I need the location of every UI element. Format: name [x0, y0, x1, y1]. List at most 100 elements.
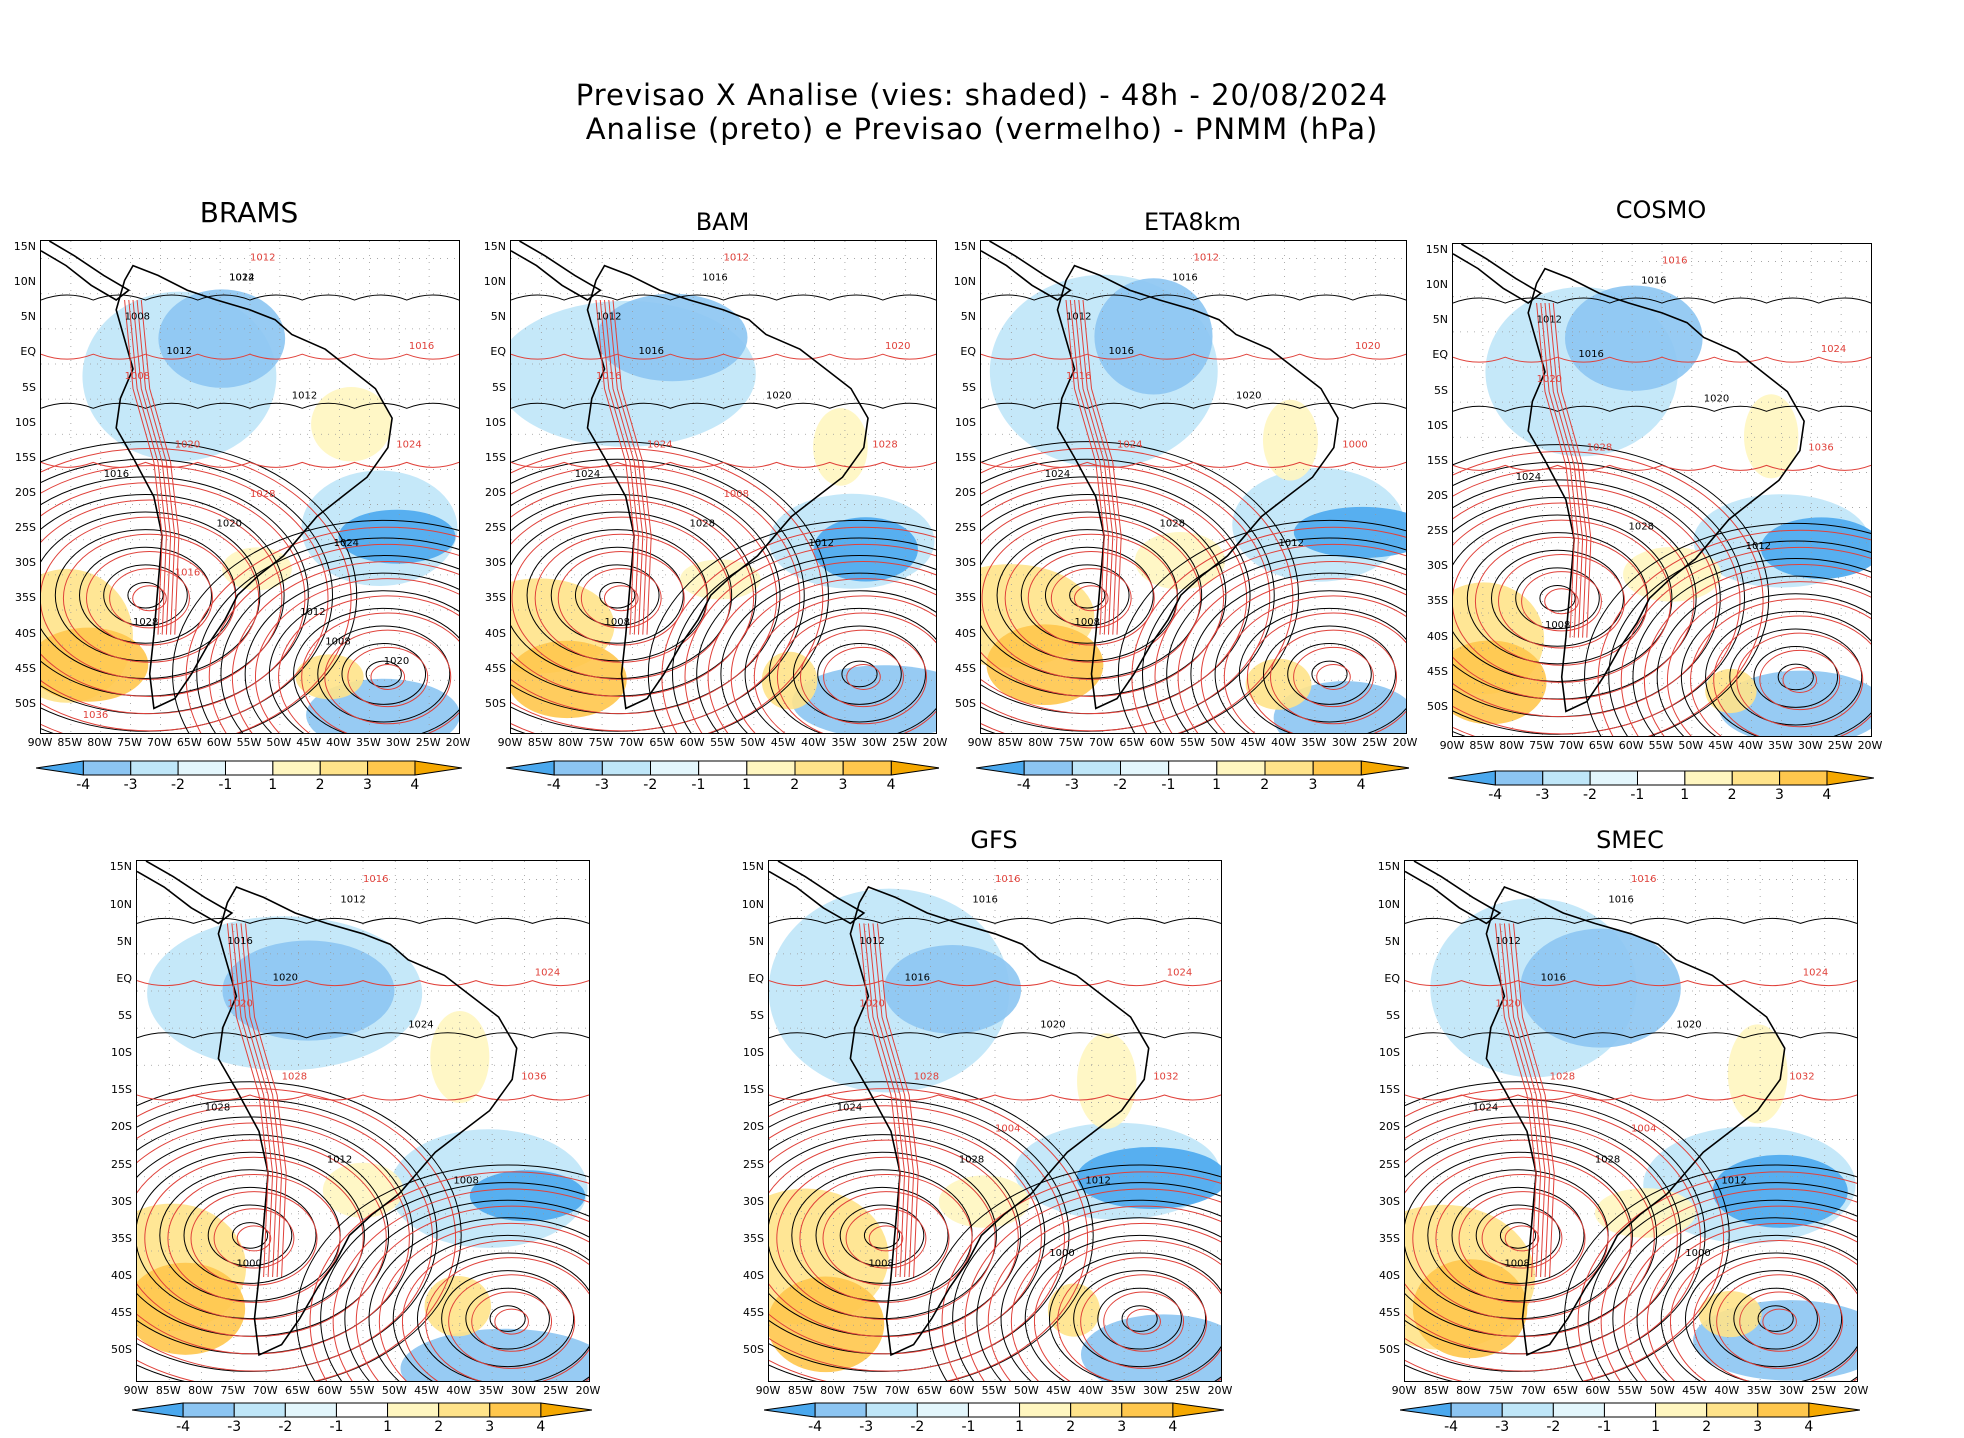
analysis-contour-label: 1020 [273, 973, 298, 984]
colorbar-swatch [387, 1402, 440, 1418]
analysis-isobar [976, 1199, 1221, 1381]
forecast-isobar [580, 568, 662, 629]
lat-tick-label: 45S [485, 661, 506, 675]
colorbar-swatch [1172, 1402, 1225, 1418]
colorbar-swatch [865, 1402, 918, 1418]
forecast-contour-label: 1024 [1821, 344, 1846, 355]
forecast-isobar [981, 353, 1406, 360]
lon-tick-label: 85W [787, 1384, 813, 1397]
lon-tick-label: 35W [1767, 739, 1793, 752]
forecast-isobar [109, 568, 190, 629]
forecast-isobar [1762, 1308, 1797, 1335]
lon-tick-label: 70W [1558, 739, 1584, 752]
colorbar-tick-label: 4 [536, 1419, 546, 1435]
colorbar-swatch [1019, 1402, 1072, 1418]
colorbar-tick-label: -3 [123, 777, 138, 793]
analysis-contour-label: 1012 [229, 272, 254, 283]
map-plot: 1012 1008 1012 1012 1016 1020 1024 1028 1012 1008… [40, 240, 460, 734]
forecast-isobar [132, 299, 172, 635]
colorbar-swatch [1023, 760, 1073, 776]
lon-tick-label: 45W [296, 736, 322, 749]
lon-tick-label: 35W [478, 1384, 504, 1397]
bias-shade [1094, 278, 1213, 395]
forecast-isobar [1293, 646, 1374, 708]
colorbar-swatch [1655, 1402, 1708, 1418]
lat-tick-label: 5S [118, 1009, 132, 1022]
analysis-isobar [1729, 628, 1863, 726]
lat-tick-label: 25S [743, 1157, 764, 1171]
lon-tick-label: 60W [1149, 736, 1175, 749]
colorbar: -4 -3 -2 -1 1 2 3 4 [1447, 770, 1875, 806]
analysis-isobar [1020, 546, 1154, 644]
analysis-isobar [841, 660, 878, 688]
forecast-isobar [1453, 356, 1871, 363]
analysis-isobar [1142, 537, 1406, 733]
lon-tick-label: 35W [1110, 1384, 1136, 1397]
analysis-isobar [489, 1305, 526, 1332]
forecast-isobar [981, 516, 1201, 680]
colorbar-swatch [1119, 760, 1169, 776]
lon-tick-label: 35W [831, 736, 857, 749]
analysis-contour-label: 1012 [1746, 541, 1771, 552]
lon-tick-label: 35W [1301, 736, 1327, 749]
analysis-contour-label: 1000 [1685, 1248, 1710, 1259]
analysis-isobar [1069, 581, 1106, 609]
bias-shade [813, 517, 918, 582]
forecast-isobar [1513, 923, 1555, 1278]
colorbar-swatch [1778, 770, 1828, 786]
lon-tick-label: 30W [385, 736, 411, 749]
forecast-isobar [1103, 1291, 1185, 1352]
lon-tick-label: 70W [1088, 736, 1114, 749]
colorbar-tick-label: 4 [1822, 787, 1832, 803]
forecast-isobar [981, 461, 1406, 468]
lat-tick-label: 30S [743, 1194, 764, 1208]
forecast-isobar [231, 923, 274, 1278]
lon-tick-label: 60W [1618, 739, 1644, 752]
analysis-isobar [465, 1287, 550, 1350]
colorbar-swatch [1684, 770, 1733, 786]
lat-tick-label: 25S [111, 1157, 132, 1171]
bias-shade [883, 944, 1022, 1034]
forecast-contour-label: 1032 [1153, 1071, 1178, 1082]
panel-title: ETA8km [1144, 208, 1241, 236]
lat-tick-label: 5N [20, 310, 36, 324]
lon-tick-label: 25W [543, 1384, 569, 1397]
analysis-isobar [1608, 540, 1871, 736]
analysis-isobar [41, 294, 459, 301]
forecast-isobar [190, 1191, 318, 1286]
forecast-isobar [1078, 299, 1118, 635]
forecast-isobar [1010, 1222, 1221, 1381]
lat-tick-label: 25S [485, 521, 506, 535]
lon-tick-label: 30W [1331, 736, 1357, 749]
analysis-isobar [293, 607, 459, 733]
lat-tick-label: EQ [1432, 348, 1448, 362]
colorbar-tick-label: 2 [315, 777, 325, 793]
forecast-isobar [1453, 468, 1741, 735]
lat-tick-label: 35S [1427, 594, 1448, 608]
analysis-isobar [1263, 625, 1396, 723]
forecast-isobar [534, 533, 708, 663]
colorbar-swatch [438, 1402, 491, 1418]
forecast-isobar [1004, 533, 1178, 663]
colorbar-swatch [35, 760, 84, 776]
forecast-isobar [1690, 598, 1871, 736]
lat-tick-label: 5S [962, 380, 976, 394]
colorbar-tick-label: 1 [1680, 787, 1690, 803]
lat-tick-label: 10S [1379, 1046, 1400, 1060]
bias-shade [1705, 668, 1757, 714]
analysis-isobar [1117, 519, 1406, 733]
lat-tick-label: 10S [743, 1046, 764, 1060]
lon-tick-label: 80W [1499, 739, 1525, 752]
analysis-isobar [1733, 1287, 1818, 1350]
forecast-isobar [822, 1191, 950, 1286]
lat-tick-label: 40S [485, 626, 506, 640]
analysis-isobar [511, 511, 733, 679]
forecast-isobar [1065, 299, 1105, 635]
lon-tick-label: 55W [1617, 1384, 1643, 1397]
forecast-contour-label: 1016 [1631, 874, 1656, 885]
colorbar-swatch [1312, 760, 1362, 776]
lon-tick-label: 80W [1456, 1384, 1481, 1397]
colorbar-tick-label: 2 [1066, 1419, 1076, 1435]
forecast-isobar [1033, 1240, 1221, 1381]
forecast-contour-label: 1024 [396, 440, 421, 451]
